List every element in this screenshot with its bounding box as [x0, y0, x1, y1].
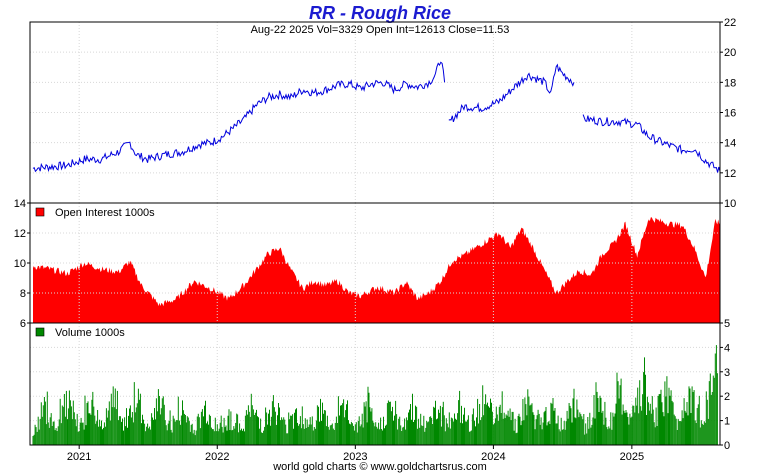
open-interest-area — [33, 217, 720, 323]
price-series-line — [32, 61, 446, 173]
volume-ytick-label: 5 — [724, 318, 730, 330]
price-series-line — [582, 114, 721, 173]
price-panel: 10 12 14 16 18 20 22 — [29, 17, 736, 210]
volume-frame — [29, 322, 721, 446]
chart-title: RR - Rough Rice — [309, 3, 451, 23]
price-ytick-label: 10 — [724, 198, 736, 210]
price-ytick-label: 12 — [724, 168, 736, 180]
volume-legend-label: Volume 1000s — [55, 327, 125, 339]
x-tick-label: 2023 — [343, 451, 367, 463]
volume-ytick-label: 0 — [724, 440, 730, 452]
open-interest-panel: 6 8 10 12 14 Open Interest 1000s — [14, 198, 721, 330]
x-axis: 2021 2022 2023 2024 2025 — [67, 445, 644, 463]
open-interest-ytick-label: 8 — [20, 288, 26, 300]
open-interest-legend-swatch — [35, 207, 45, 217]
chart-credit: world gold charts © www.goldchartsrus.co… — [273, 461, 487, 473]
x-tick-label: 2024 — [481, 451, 505, 463]
open-interest-ytick-label: 10 — [14, 258, 26, 270]
volume-ytick-label: 3 — [724, 367, 730, 379]
price-ytick-label: 18 — [724, 77, 736, 89]
open-interest-ytick-label: 14 — [14, 198, 26, 210]
volume-ytick-label: 4 — [724, 342, 730, 354]
price-ytick-label: 14 — [724, 138, 736, 150]
price-ytick-label: 22 — [724, 17, 736, 29]
x-tick-label: 2022 — [205, 451, 229, 463]
open-interest-legend-label: Open Interest 1000s — [55, 207, 155, 219]
price-series-line — [448, 63, 575, 123]
price-ytick-label: 20 — [724, 47, 736, 59]
x-tick-label: 2021 — [67, 451, 91, 463]
volume-legend-swatch — [35, 327, 45, 337]
volume-ytick-label: 1 — [724, 416, 730, 428]
open-interest-ytick-label: 6 — [20, 318, 26, 330]
open-interest-ytick-label: 12 — [14, 228, 26, 240]
price-ytick-label: 16 — [724, 108, 736, 120]
x-tick-label: 2025 — [620, 451, 644, 463]
volume-panel: 0 1 2 3 4 5 Volume 1000s — [29, 318, 730, 452]
volume-ytick-label: 2 — [724, 391, 730, 403]
chart-subtitle: Aug-22 2025 Vol=3329 Open Int=12613 Clos… — [250, 24, 510, 36]
